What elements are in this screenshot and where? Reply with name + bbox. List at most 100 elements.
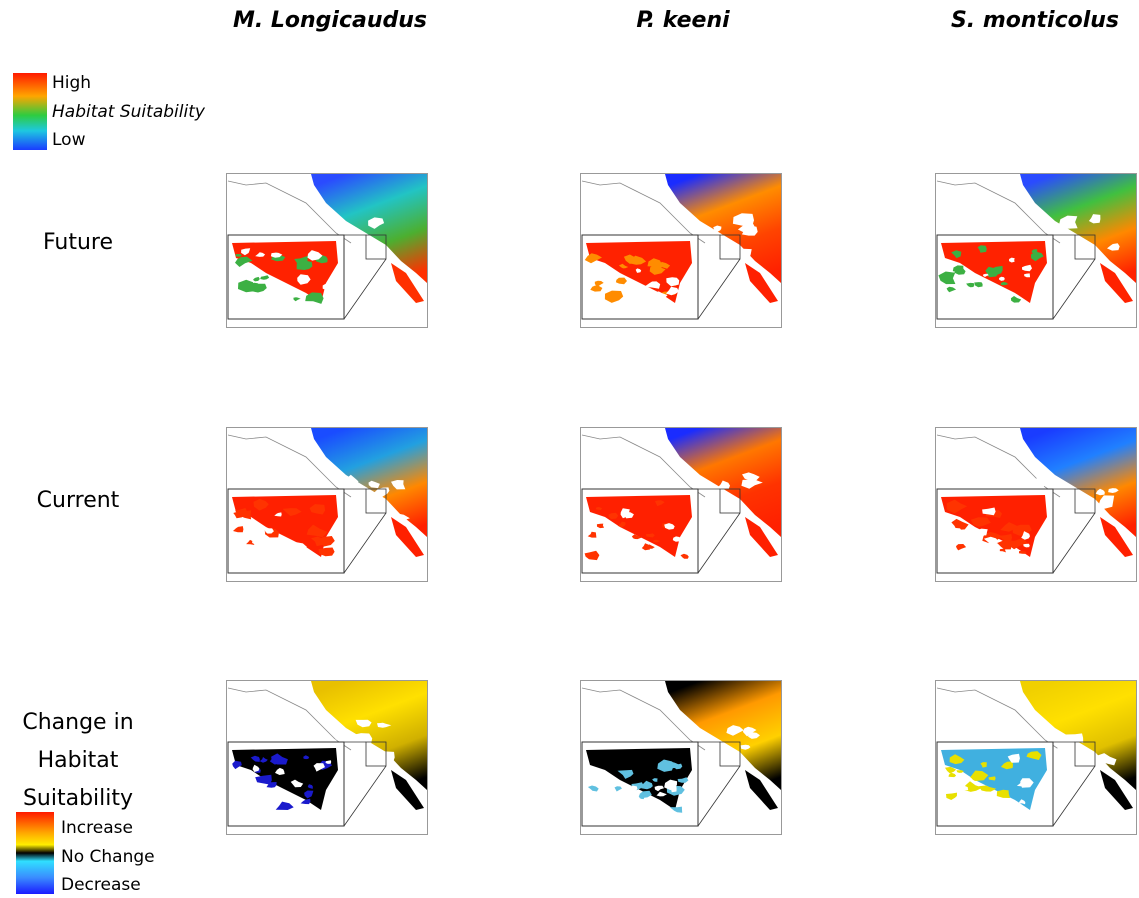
legend-no-change: No Change (61, 847, 155, 867)
inset-patch (646, 533, 655, 538)
inset-gap (975, 528, 988, 536)
island (726, 725, 744, 736)
inset-patch (1030, 251, 1044, 262)
inset-patch (615, 277, 627, 285)
inset-gap (278, 541, 289, 549)
map-panel (580, 173, 782, 328)
inset-patch (305, 292, 324, 304)
coastline (936, 180, 1061, 244)
inset-patch (988, 776, 996, 781)
inset-patch (980, 762, 987, 768)
row-label: Change in Habitat Suitability (22, 710, 134, 811)
inset-patch (985, 266, 1000, 278)
inset-patch (590, 285, 603, 292)
island (748, 732, 760, 739)
inset-patch (641, 780, 653, 790)
inset-patch (255, 774, 272, 785)
inset-patch (269, 756, 286, 765)
column-title: M. Longicaudus (232, 8, 428, 33)
inset-gap (273, 537, 287, 545)
inset-patch (617, 521, 626, 528)
inset-patch (641, 543, 650, 551)
inset-patch (587, 531, 597, 538)
inset-gap (1007, 753, 1020, 763)
island (351, 528, 373, 541)
island (343, 244, 360, 256)
inset-patch (584, 550, 600, 561)
island (1061, 244, 1077, 256)
island (720, 250, 738, 263)
island-chain (391, 770, 424, 810)
inset-patch (1010, 296, 1022, 303)
inset-patch (956, 544, 967, 551)
inset-patch (304, 790, 314, 799)
inset-patch (655, 500, 665, 507)
inset-patch (1000, 761, 1013, 770)
inset-patch (1000, 522, 1020, 532)
island (713, 225, 722, 232)
island (717, 480, 730, 490)
inset-gap (983, 536, 999, 547)
inset-patch (232, 760, 242, 770)
island (380, 270, 389, 278)
inset-gap (629, 785, 638, 791)
inset-patch (1000, 281, 1009, 286)
island (1107, 243, 1120, 251)
zoom-box (719, 741, 741, 767)
legend-increase: Increase (61, 818, 133, 838)
inset-patch (997, 540, 1013, 550)
island (1088, 214, 1101, 224)
zoom-box (365, 234, 387, 260)
habitat-legend-bar (13, 73, 47, 150)
island (740, 744, 751, 750)
island (737, 223, 755, 234)
island (1065, 733, 1084, 743)
inset-patch (652, 778, 658, 782)
zoom-line (343, 512, 387, 574)
inset-patch (235, 256, 253, 267)
inset-patch (946, 286, 957, 293)
inset-patch (233, 526, 244, 533)
inset-patch (996, 789, 1010, 798)
inset-patch (317, 540, 324, 544)
island-chain (391, 517, 424, 557)
inset-patch (948, 772, 957, 778)
inset-patch (952, 265, 964, 273)
inset-patch (282, 508, 302, 516)
inset-gap (275, 767, 285, 775)
inset-gap (664, 523, 675, 530)
inset-gap (1021, 531, 1030, 540)
island (734, 248, 752, 261)
inset-gap (325, 760, 332, 764)
map-panel (580, 680, 782, 835)
inset-patch (318, 547, 335, 557)
island (732, 272, 741, 280)
inset-gap (966, 272, 974, 277)
island (728, 260, 742, 270)
coastline (936, 687, 1061, 751)
inset-patch (594, 280, 604, 287)
inset-patch (647, 258, 662, 269)
zoom-line (1052, 258, 1096, 320)
inset-patch (309, 504, 326, 515)
inset-patch (631, 534, 642, 540)
inset-patch (596, 523, 604, 529)
inset-patch (250, 755, 260, 762)
inset-patch (938, 271, 956, 285)
inset-gap (252, 539, 261, 545)
inset-gap (983, 273, 989, 277)
inset-gap (982, 507, 996, 516)
inset-gap (1009, 257, 1015, 263)
map-panel (935, 680, 1137, 835)
inset-gap (949, 527, 963, 537)
coastline (227, 434, 352, 498)
inset-gap (255, 252, 266, 257)
inset-patch (306, 524, 328, 538)
row-label: Future (42, 230, 114, 255)
mainland (1020, 428, 1136, 537)
island (349, 779, 364, 788)
mainland (665, 174, 781, 283)
inset-gap (1022, 264, 1032, 272)
inset-gap (1023, 543, 1030, 548)
inset-gap (635, 268, 642, 273)
